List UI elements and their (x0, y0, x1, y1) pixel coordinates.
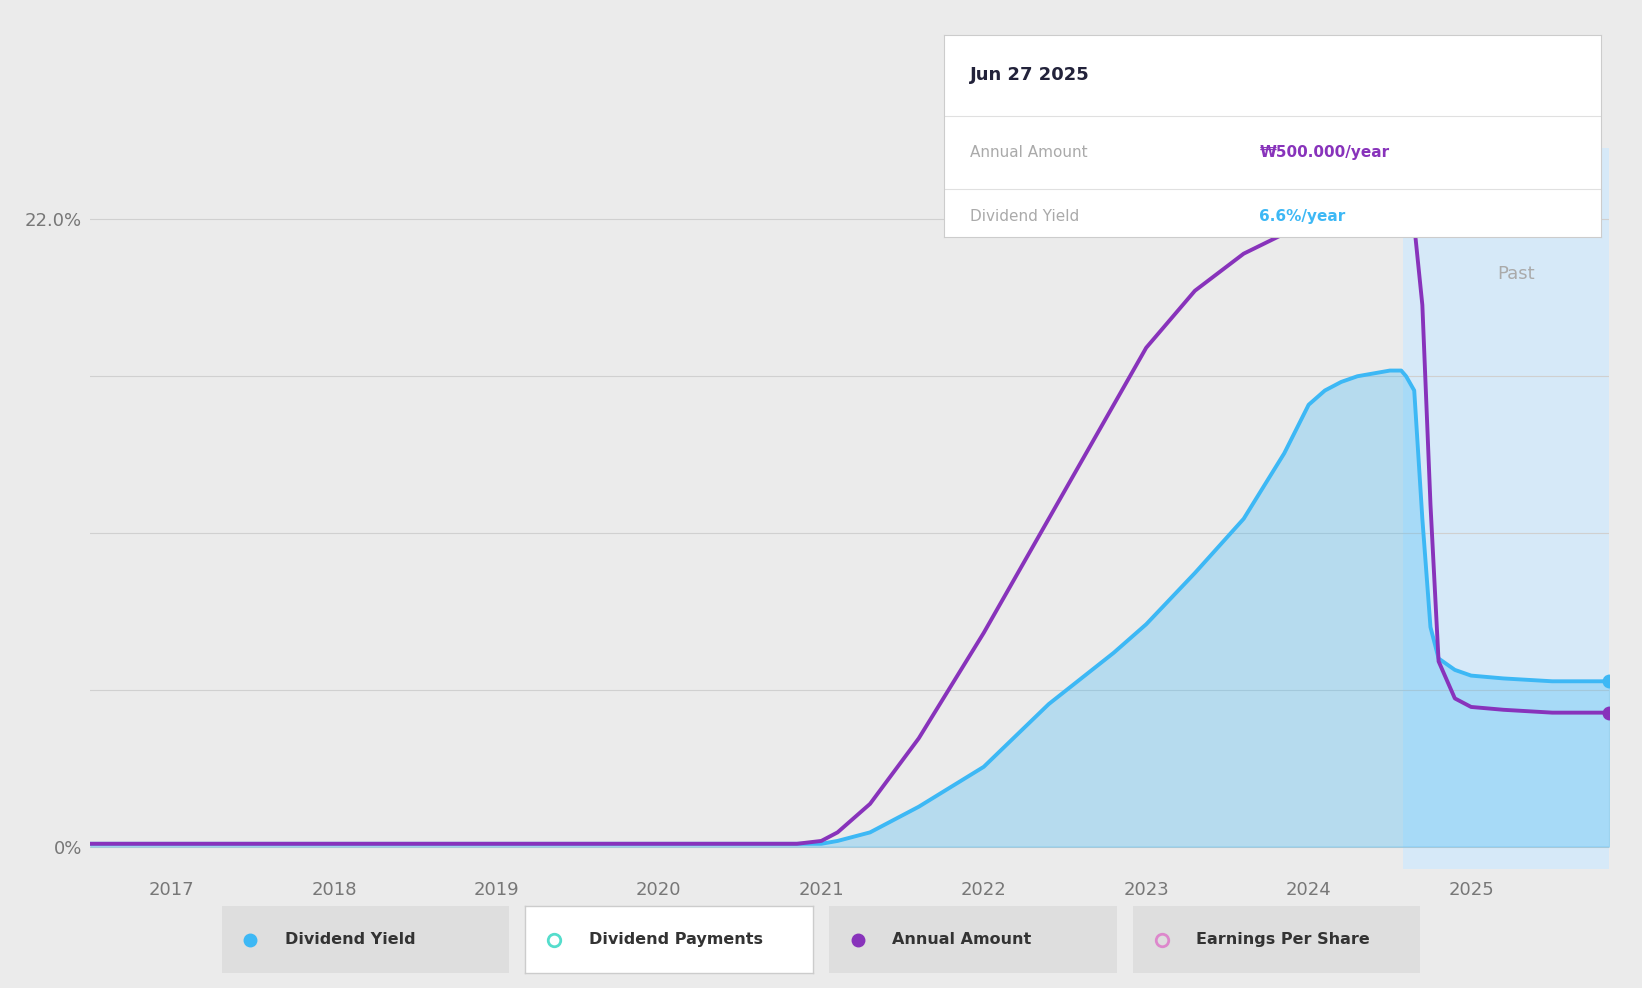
Text: Dividend Yield: Dividend Yield (970, 209, 1080, 224)
Text: 6.6%/year: 6.6%/year (1259, 209, 1346, 224)
Text: ₩500.000/year: ₩500.000/year (1259, 144, 1389, 159)
Text: Earnings Per Share: Earnings Per Share (1195, 932, 1369, 947)
Text: Annual Amount: Annual Amount (893, 932, 1031, 947)
Text: Dividend Yield: Dividend Yield (286, 932, 415, 947)
Text: Annual Amount: Annual Amount (970, 144, 1089, 159)
Text: Jun 27 2025: Jun 27 2025 (970, 66, 1090, 84)
Text: Dividend Payments: Dividend Payments (588, 932, 762, 947)
Bar (1402, 148, 1609, 869)
Text: Past: Past (1498, 265, 1535, 283)
